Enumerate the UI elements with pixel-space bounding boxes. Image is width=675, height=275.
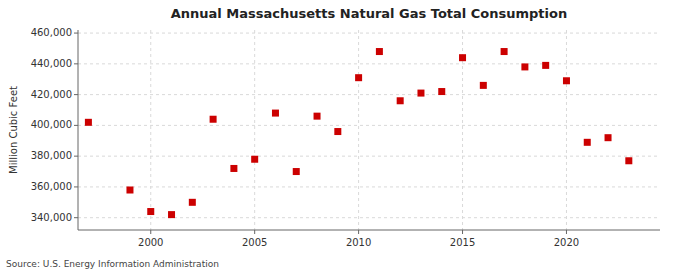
point: [459, 54, 466, 61]
y-axis: 340,000 360,000 380,000 400,000 420,000 440,0…: [31, 27, 78, 223]
source-annotation: Source: U.S. Energy Information Administ…: [6, 259, 219, 269]
grid-line-y: [78, 63, 660, 64]
y-axis-label: Million Cubic Feet: [8, 86, 19, 174]
x-tick-label: 2000: [138, 237, 163, 248]
point: [480, 82, 487, 89]
point: [272, 110, 279, 117]
point: [584, 139, 591, 146]
x-tick-label: 2010: [346, 237, 371, 248]
point: [542, 62, 549, 69]
point: [417, 90, 424, 97]
grid-line-y: [78, 186, 660, 187]
point: [168, 211, 175, 218]
y-tick-label: 340,000: [31, 212, 72, 223]
y-tick: [74, 217, 78, 218]
point: [126, 187, 133, 194]
y-tick: [74, 156, 78, 157]
chart: 340,000 360,000 380,000 400,000 420,000 440,0…: [0, 0, 675, 275]
y-tick: [74, 63, 78, 64]
y-tick: [74, 186, 78, 187]
y-tick: [74, 33, 78, 34]
point: [85, 119, 92, 126]
x-tick: [462, 230, 463, 234]
point: [438, 88, 445, 95]
x-axis-line: [78, 230, 660, 231]
point: [397, 97, 404, 104]
y-tick: [74, 94, 78, 95]
point: [563, 77, 570, 84]
point: [605, 134, 612, 141]
point: [189, 199, 196, 206]
grid-line-y: [78, 217, 660, 218]
y-tick-label: 460,000: [31, 27, 72, 38]
x-tick-label: 2005: [242, 237, 267, 248]
point: [251, 156, 258, 163]
grid-line-y: [78, 94, 660, 95]
point: [501, 48, 508, 55]
y-axis-line: [78, 30, 79, 230]
x-tick-label: 2020: [554, 237, 579, 248]
y-tick-label: 440,000: [31, 58, 72, 69]
grid-line-y: [78, 33, 660, 34]
grid: [78, 30, 660, 230]
grid-line-x: [358, 30, 359, 230]
y-tick-label: 400,000: [31, 119, 72, 130]
point: [334, 128, 341, 135]
y-tick: [74, 125, 78, 126]
point: [314, 113, 321, 120]
x-tick-label: 2015: [450, 237, 475, 248]
point: [230, 165, 237, 172]
y-tick-label: 420,000: [31, 89, 72, 100]
point: [147, 208, 154, 215]
y-tick-label: 380,000: [31, 150, 72, 161]
grid-line-y: [78, 125, 660, 126]
x-tick: [358, 230, 359, 234]
x-tick: [254, 230, 255, 234]
y-tick-label: 360,000: [31, 181, 72, 192]
x-tick: [566, 230, 567, 234]
grid-line-x: [150, 30, 151, 230]
x-tick: [150, 230, 151, 234]
grid-line-x: [566, 30, 567, 230]
point: [210, 116, 217, 123]
point: [293, 168, 300, 175]
x-axis: 2000 2005 2010 2015 2020: [138, 230, 579, 248]
point: [521, 63, 528, 70]
title: Annual Massachusetts Natural Gas Total C…: [171, 6, 567, 21]
grid-line-y: [78, 156, 660, 157]
point: [376, 48, 383, 55]
point: [355, 74, 362, 81]
points: [85, 48, 632, 218]
grid-line-x: [254, 30, 255, 230]
point: [625, 157, 632, 164]
